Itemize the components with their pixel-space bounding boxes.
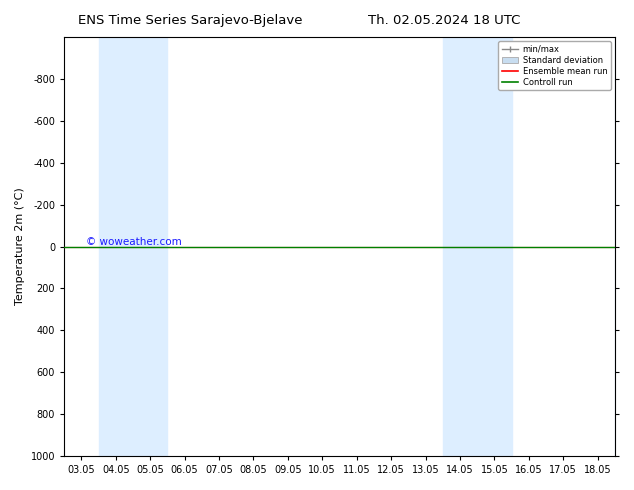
Bar xyxy=(443,37,512,456)
Bar xyxy=(98,37,167,456)
Bar xyxy=(615,37,632,456)
Y-axis label: Temperature 2m (°C): Temperature 2m (°C) xyxy=(15,188,25,305)
Text: ENS Time Series Sarajevo-Bjelave: ENS Time Series Sarajevo-Bjelave xyxy=(78,14,302,27)
Legend: min/max, Standard deviation, Ensemble mean run, Controll run: min/max, Standard deviation, Ensemble me… xyxy=(498,41,611,90)
Text: Th. 02.05.2024 18 UTC: Th. 02.05.2024 18 UTC xyxy=(368,14,520,27)
Text: © woweather.com: © woweather.com xyxy=(86,237,182,246)
